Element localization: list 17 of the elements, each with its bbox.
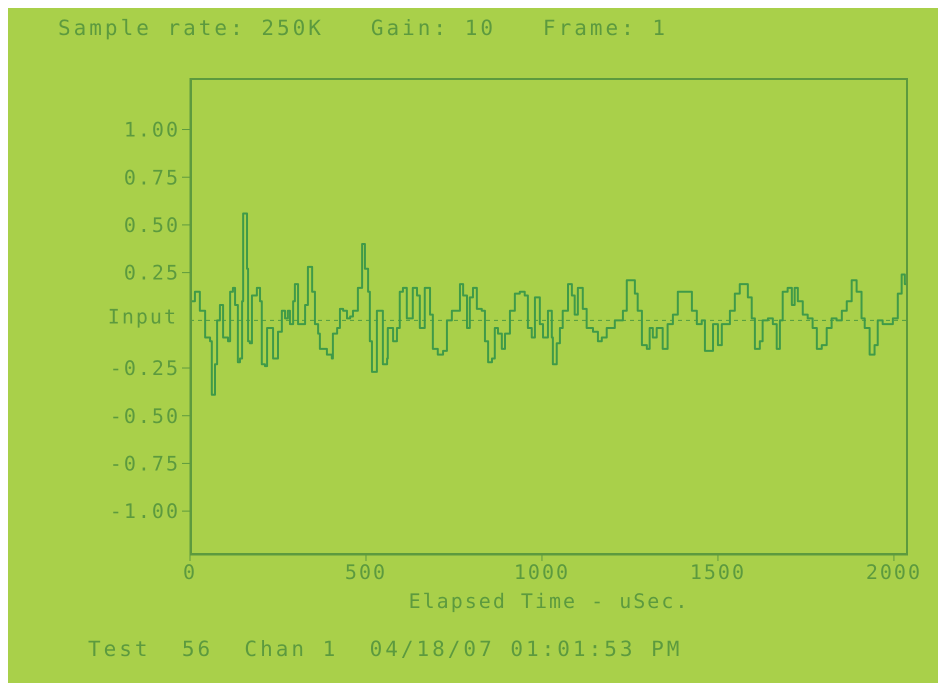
x-tick-label: 0: [182, 560, 198, 584]
y-tick-label: -0.25: [110, 356, 180, 380]
x-tick-label: 500: [344, 560, 388, 584]
y-tick-label: 0.25: [124, 260, 180, 285]
y-tick-label: -1.00: [110, 499, 180, 524]
text: Test 56 Chan 1 04/18/07 01:01:53 PM: [88, 637, 682, 661]
chart-title: Sample rate: 250K Gain: 10 Frame: 1: [58, 16, 668, 40]
y-tick-label: 0.50: [124, 213, 180, 238]
x-axis-title: Elapsed Time - uSec.: [408, 589, 690, 613]
x-tick-label: 1500: [690, 560, 746, 584]
y-tick-label: 0.75: [124, 165, 180, 190]
y-tick-label: 1.00: [124, 118, 180, 142]
y-axis-title: Input: [108, 304, 178, 329]
y-tick-label: -0.75: [110, 452, 180, 476]
y-tick-label: -0.50: [110, 404, 180, 428]
x-tick-label: 2000: [866, 560, 922, 584]
x-tick-label: 1000: [514, 560, 570, 584]
